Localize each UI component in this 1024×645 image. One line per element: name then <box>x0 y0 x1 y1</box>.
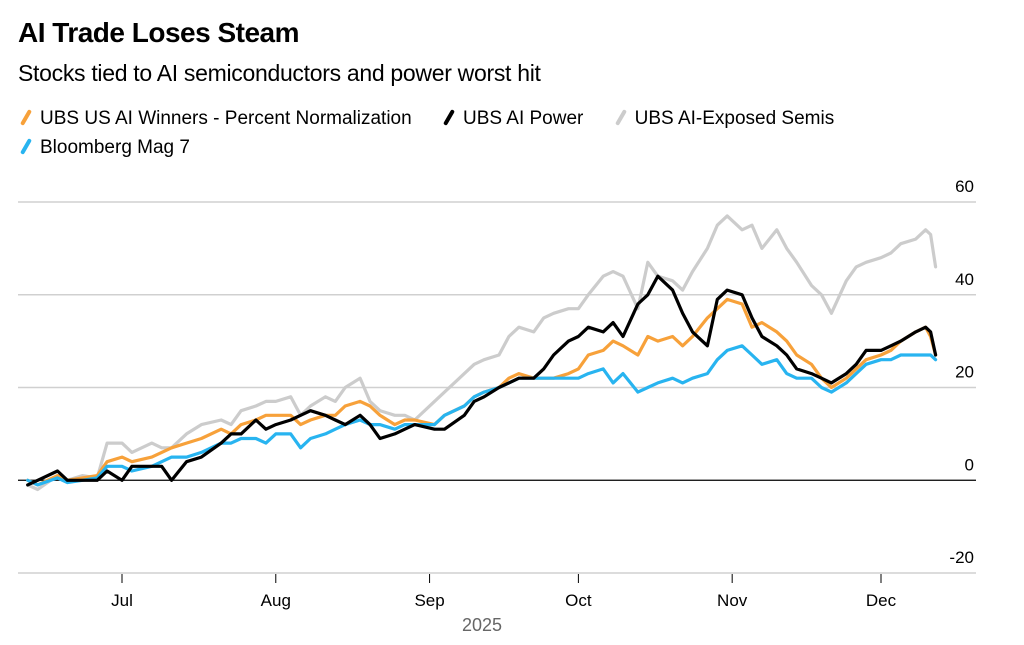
legend-label: UBS AI-Exposed Semis <box>634 108 835 129</box>
x-tick-label: Aug <box>261 591 291 610</box>
series-line-ubs-ai-power <box>26 274 938 487</box>
series-line-ubs-ai-exposed-semis <box>26 214 938 492</box>
x-axis-year-label: 2025 <box>462 615 502 635</box>
x-tick-label: Sep <box>414 591 444 610</box>
legend-item-ai-semis[interactable]: UBS AI-Exposed Semis <box>613 104 835 133</box>
legend-label: UBS AI Power <box>462 108 584 129</box>
x-tick-label: Nov <box>717 591 748 610</box>
gridlines <box>18 201 976 574</box>
y-tick-label: 20 <box>955 363 974 382</box>
x-tick-label: Dec <box>866 591 897 610</box>
series-line-ubs-us-ai-winners-percent-normalization <box>26 297 938 487</box>
y-tick-label: 60 <box>955 177 974 196</box>
series-lines <box>26 214 938 492</box>
series-line-bloomberg-mag-7 <box>26 344 938 487</box>
legend-label: Bloomberg Mag 7 <box>40 137 190 158</box>
chart-subtitle: Stocks tied to AI semiconductors and pow… <box>18 60 541 86</box>
legend-item-ai-winners[interactable]: UBS US AI Winners - Percent Normalizatio… <box>18 104 412 133</box>
chart-legend: UBS US AI Winners - Percent Normalizatio… <box>18 104 1008 162</box>
legend-label: UBS US AI Winners - Percent Normalizatio… <box>40 108 412 129</box>
x-tick-label: Oct <box>565 591 592 610</box>
chart-title: AI Trade Loses Steam <box>18 17 300 48</box>
y-tick-label: 0 <box>965 455 974 474</box>
x-tick-label: Jul <box>111 591 133 610</box>
legend-item-ai-power[interactable]: UBS AI Power <box>441 104 583 133</box>
axes: 60 40 20 0 -20 Jul Aug Sep Oct Nov Dec 2025 <box>111 177 974 635</box>
legend-item-mag7[interactable]: Bloomberg Mag 7 <box>18 133 190 162</box>
y-tick-label: -20 <box>949 548 974 567</box>
y-tick-label: 40 <box>955 270 974 289</box>
